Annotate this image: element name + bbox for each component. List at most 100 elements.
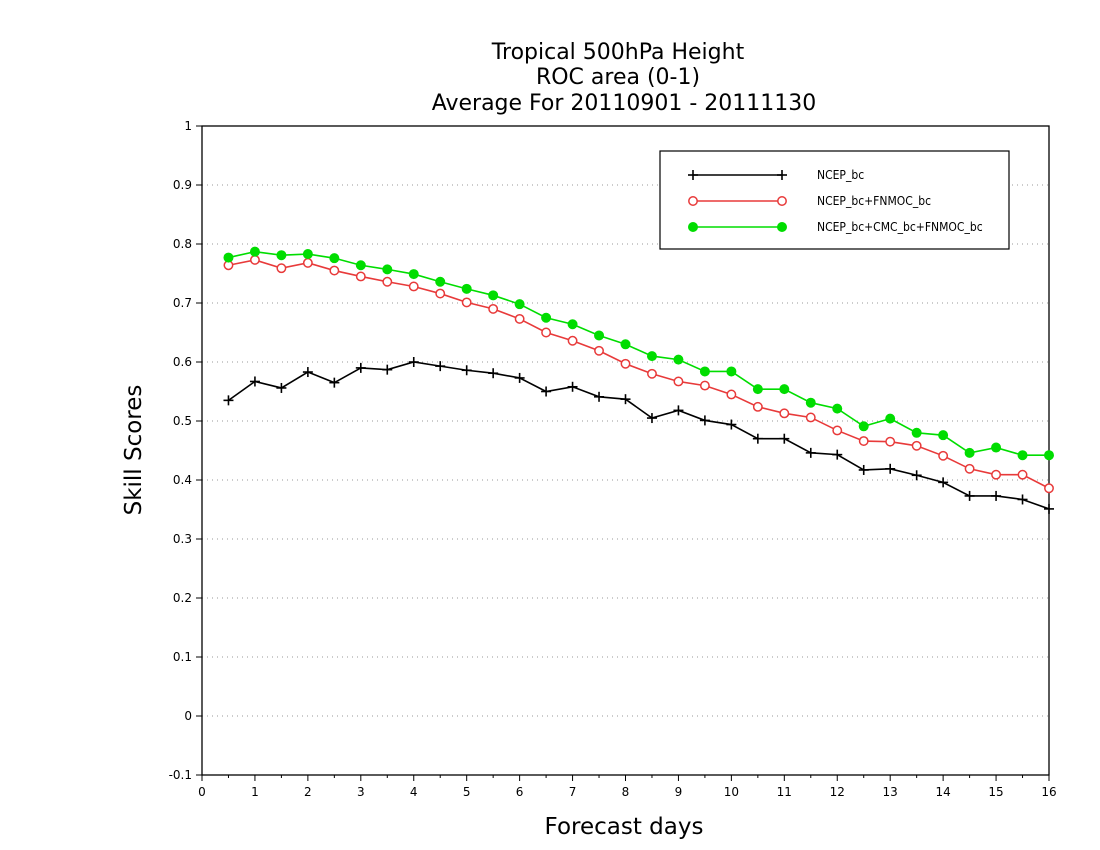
series-0-point-19 xyxy=(726,419,737,430)
series-0-point-4 xyxy=(329,377,340,388)
y-tick-label-10: 0.9 xyxy=(173,178,192,192)
x-tick-label-7: 7 xyxy=(569,785,577,799)
series-0-point-8 xyxy=(435,361,446,372)
series-1-point-10 xyxy=(488,303,499,314)
series-2-point-30 xyxy=(1017,450,1028,461)
series-0-point-22 xyxy=(805,447,816,458)
x-tick-label-14: 14 xyxy=(935,785,950,799)
series-0-point-9 xyxy=(461,365,472,376)
series-line-2 xyxy=(228,250,1049,457)
legend-label-0: NCEP_bc xyxy=(817,168,864,182)
series-2-point-20 xyxy=(752,384,763,395)
series-2-point-31 xyxy=(1044,450,1054,461)
legend-label-1: NCEP_bc+FNMOC_bc xyxy=(817,194,931,208)
series-1-point-31 xyxy=(1044,483,1054,494)
series-2-point-2 xyxy=(276,250,287,261)
series-0-point-20 xyxy=(752,433,763,444)
series-2-point-29 xyxy=(991,442,1002,453)
legend-marker-start-2 xyxy=(688,222,698,232)
x-tick-label-3: 3 xyxy=(357,785,365,799)
series-2-point-3 xyxy=(302,249,313,260)
x-tick-label-2: 2 xyxy=(304,785,312,799)
series-1-point-16 xyxy=(647,368,657,379)
legend-marker-end-1 xyxy=(777,196,787,206)
series-2-point-27 xyxy=(938,430,949,441)
series-1-point-7 xyxy=(408,281,419,292)
series-2-point-1 xyxy=(249,246,260,257)
x-tick-label-0: 0 xyxy=(198,785,206,799)
title-line-2: ROC area (0-1) xyxy=(536,65,700,90)
y-tick-label-0: -0.1 xyxy=(169,768,192,782)
series-0-point-30 xyxy=(1017,494,1028,505)
series-0-point-5 xyxy=(355,362,366,373)
series-1-point-26 xyxy=(911,440,922,451)
series-2-point-6 xyxy=(382,264,393,275)
series-0-point-13 xyxy=(567,381,578,392)
series-2-point-25 xyxy=(885,413,896,424)
series-1-point-3 xyxy=(302,257,313,268)
x-tick-label-10: 10 xyxy=(724,785,739,799)
series-0-point-16 xyxy=(646,413,657,424)
axis-ticks: -0.100.10.20.30.40.50.60.70.80.910 1 2 3 4 5 6… xyxy=(169,119,1057,799)
series-2-point-9 xyxy=(461,283,472,294)
legend-item-0: NCEP_bc xyxy=(688,168,864,182)
series-2-point-4 xyxy=(329,253,340,264)
series-0-point-25 xyxy=(885,463,896,474)
series-1-point-19 xyxy=(726,389,737,400)
series-2-point-16 xyxy=(646,351,657,362)
series-2-point-11 xyxy=(514,299,525,310)
series-0-point-14 xyxy=(594,391,605,402)
series-layer xyxy=(223,246,1054,514)
x-tick-label-12: 12 xyxy=(830,785,845,799)
series-2-point-24 xyxy=(858,421,869,432)
series-1-point-1 xyxy=(249,254,260,265)
series-0-point-3 xyxy=(302,367,313,378)
y-tick-label-3: 0.2 xyxy=(173,591,192,605)
series-0-point-10 xyxy=(488,368,499,379)
x-tick-label-9: 9 xyxy=(675,785,683,799)
x-tick-label-8: 8 xyxy=(622,785,630,799)
y-tick-label-6: 0.5 xyxy=(173,414,192,428)
x-tick-label-4: 4 xyxy=(410,785,418,799)
title-line-1: Tropical 500hPa Height xyxy=(491,40,745,65)
series-0-point-0 xyxy=(223,395,234,406)
y-tick-label-9: 0.8 xyxy=(173,237,192,251)
y-tick-label-4: 0.3 xyxy=(173,532,192,546)
series-1-point-29 xyxy=(991,469,1002,480)
y-tick-label-11: 1 xyxy=(184,119,192,133)
y-tick-label-2: 0.1 xyxy=(173,650,192,664)
series-0-point-28 xyxy=(964,490,975,501)
y-tick-label-5: 0.4 xyxy=(173,473,192,487)
x-tick-label-16: 16 xyxy=(1041,785,1056,799)
series-0-point-24 xyxy=(858,464,869,475)
legend-label-2: NCEP_bc+CMC_bc+FNMOC_bc xyxy=(817,220,983,234)
series-1-point-8 xyxy=(435,288,446,299)
series-0-point-12 xyxy=(541,386,552,397)
series-1-point-17 xyxy=(673,376,684,387)
series-2-point-18 xyxy=(699,366,710,377)
series-line-1 xyxy=(228,259,1050,489)
series-2-point-15 xyxy=(620,339,631,350)
legend-marker-start-1 xyxy=(688,196,698,206)
series-2-point-22 xyxy=(805,397,816,408)
series-1-point-13 xyxy=(567,335,578,346)
legend-item-2: NCEP_bc+CMC_bc+FNMOC_bc xyxy=(688,220,983,234)
y-tick-label-7: 0.6 xyxy=(173,355,192,369)
series-2-point-21 xyxy=(779,384,790,395)
grid-lines xyxy=(202,184,1049,717)
series-1-point-30 xyxy=(1017,469,1028,480)
series-1-point-15 xyxy=(620,358,631,369)
series-0-point-31 xyxy=(1044,503,1054,514)
title-line-3: Average For 20110901 - 20111130 xyxy=(432,91,817,116)
series-2-point-0 xyxy=(223,252,234,263)
series-0 xyxy=(223,357,1054,514)
series-1-point-21 xyxy=(779,408,790,419)
series-2-point-26 xyxy=(911,427,922,438)
series-line-0 xyxy=(228,361,1050,510)
series-2-point-7 xyxy=(408,269,419,280)
series-2-point-23 xyxy=(832,403,843,414)
series-1-point-28 xyxy=(964,463,975,474)
series-2-point-13 xyxy=(567,319,578,330)
series-2-point-28 xyxy=(964,447,975,458)
